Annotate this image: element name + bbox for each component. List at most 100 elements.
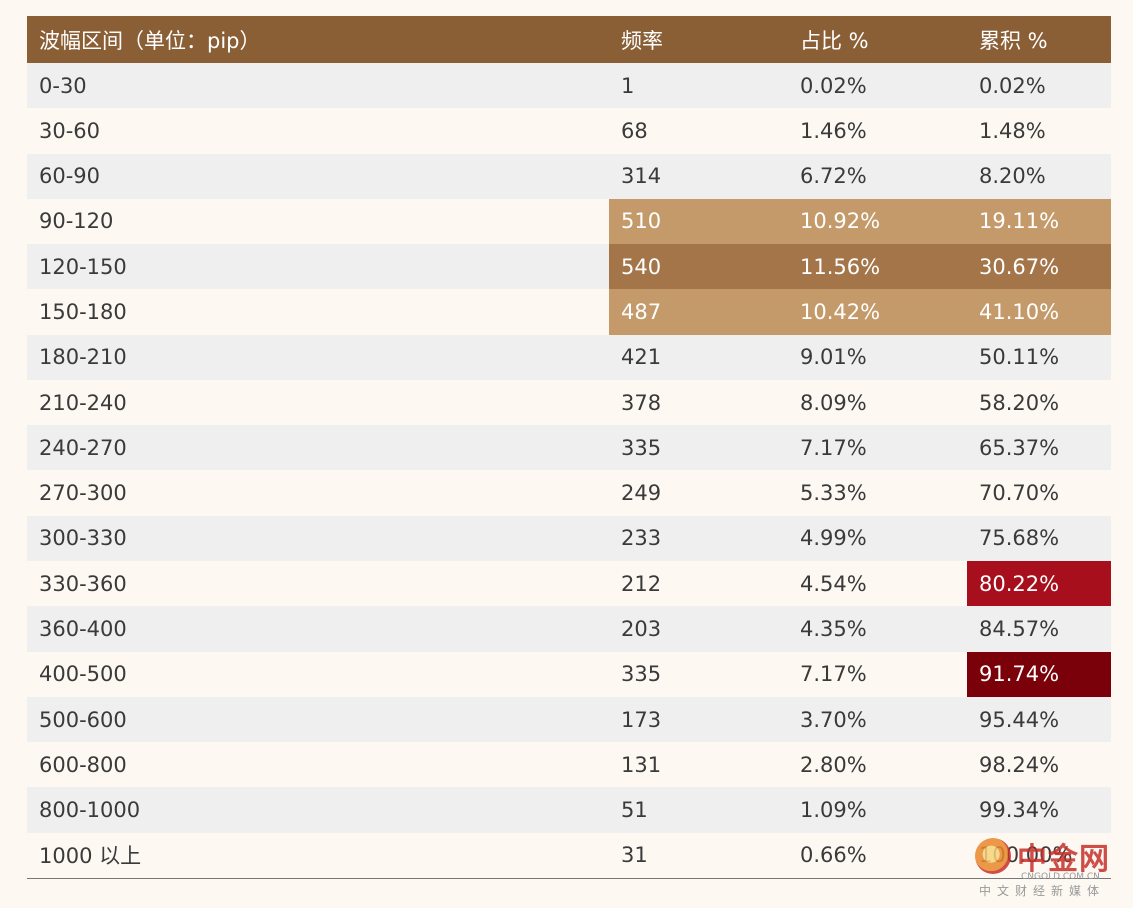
table-row: 600-800 131 2.80% 98.24% <box>27 742 1111 787</box>
table-cell: 1 <box>621 73 635 98</box>
table-cell: 1.46% <box>800 118 867 143</box>
table-cell: 4.35% <box>800 616 867 641</box>
table-cell: 300-330 <box>39 526 127 551</box>
table-row: 90-120 510 10.92% 19.11% <box>27 198 1111 245</box>
table-row: 180-210 421 9.01% 50.11% <box>27 334 1111 380</box>
table-cell: 314 <box>621 164 662 189</box>
table-cell: 99.34% <box>979 798 1060 823</box>
table-cell: 1.48% <box>979 118 1046 143</box>
table-cell: 31 <box>621 843 648 868</box>
table-row: 270-300 249 5.33% 70.70% <box>27 471 1111 516</box>
table-row: 30-60 68 1.46% 1.48% <box>27 108 1111 153</box>
table-cell: 10.42% <box>788 289 967 335</box>
header-cell: 占比 % <box>800 28 869 53</box>
table-cell: 330-360 <box>39 571 127 596</box>
table-row: 0-30 1 0.02% 0.02% <box>27 63 1111 109</box>
table-cell: 0.02% <box>800 73 867 98</box>
table-row: 1000 以上 31 0.66% 100.00% <box>27 833 1111 878</box>
header-cell: 波幅区间（单位：pip） <box>39 28 261 53</box>
table-cell: 41.10% <box>967 289 1111 335</box>
table-cell: 8.09% <box>800 390 867 415</box>
table-cell: 51 <box>621 798 648 823</box>
table-cell: 5.33% <box>800 481 867 506</box>
table-cell: 600-800 <box>39 752 127 777</box>
table-row: 240-270 335 7.17% 65.37% <box>27 425 1111 471</box>
table-cell: 3.70% <box>800 707 867 732</box>
table-cell: 68 <box>621 118 648 143</box>
table-cell: 70.70% <box>979 481 1060 506</box>
table-cell: 400-500 <box>39 662 127 687</box>
table-row: 210-240 378 8.09% 58.20% <box>27 380 1111 425</box>
table-cell: 800-1000 <box>39 798 141 823</box>
table-cell: 120-150 <box>39 254 127 279</box>
table-cell: 65.37% <box>979 435 1060 460</box>
logo-badge <box>975 838 1011 874</box>
table-cell: 203 <box>621 616 662 641</box>
table-cell: 50.11% <box>979 345 1060 370</box>
table-cell: 11.56% <box>788 244 967 290</box>
table-row: 330-360 212 4.54% 80.22% <box>27 561 1111 607</box>
table-row: 300-330 233 4.99% 75.68% <box>27 515 1111 562</box>
table-cell: 378 <box>621 390 662 415</box>
table-cell: 0.66% <box>800 843 867 868</box>
table-cell: 84.57% <box>979 616 1060 641</box>
header-cell: 频率 <box>621 28 663 53</box>
table-cell: 270-300 <box>39 481 127 506</box>
header-cell: 累积 % <box>979 28 1048 53</box>
table-cell: 510 <box>609 198 788 245</box>
table-cell: 540 <box>609 244 788 290</box>
table-row: 800-1000 51 1.09% 99.34% <box>27 787 1111 833</box>
table-cell: 487 <box>609 289 788 335</box>
table-cell: 240-270 <box>39 435 127 460</box>
table-cell: 91.74% <box>967 651 1111 697</box>
table-cell: 19.11% <box>967 198 1111 245</box>
table-cell: 80.22% <box>967 561 1111 607</box>
table-cell: 90-120 <box>39 209 114 234</box>
table-cell: 6.72% <box>800 164 867 189</box>
table-cell: 212 <box>621 571 662 596</box>
table-cell: 8.20% <box>979 164 1046 189</box>
table-row: 360-400 203 4.35% 84.57% <box>27 606 1111 652</box>
watermark-logo: 中金网 CNGOLD.COM.CN 中文财经新媒体 <box>975 832 1125 902</box>
table-cell: 210-240 <box>39 390 127 415</box>
table-cell: 335 <box>621 662 662 687</box>
table-cell: 9.01% <box>800 345 867 370</box>
logo-slogan: 中文财经新媒体 <box>979 884 1106 898</box>
table-cell: 1000 以上 <box>39 844 142 869</box>
table-cell: 233 <box>621 526 662 551</box>
logo-name: 中金网 <box>1017 842 1110 877</box>
table-cell: 58.20% <box>979 390 1060 415</box>
table-cell: 421 <box>621 345 662 370</box>
table-row: 150-180 487 10.42% 41.10% <box>27 289 1111 335</box>
table-cell: 249 <box>621 481 662 506</box>
table-cell: 95.44% <box>979 707 1060 732</box>
table-cell: 173 <box>621 707 662 732</box>
table-cell: 7.17% <box>800 435 867 460</box>
table-cell: 4.54% <box>800 571 867 596</box>
table-cell: 150-180 <box>39 300 127 324</box>
table-row: 120-150 540 11.56% 30.67% <box>27 244 1111 290</box>
table-cell: 500-600 <box>39 707 127 732</box>
table-cell: 2.80% <box>800 752 867 777</box>
header-row: 波幅区间（单位：pip） 频率 占比 % 累积 % <box>27 16 1111 65</box>
table-cell: 60-90 <box>39 164 101 189</box>
table-cell: 131 <box>621 752 662 777</box>
table-cell: 335 <box>621 435 662 460</box>
table-cell: 98.24% <box>979 752 1060 777</box>
table-cell: 10.92% <box>788 198 967 245</box>
table-cell: 360-400 <box>39 616 127 641</box>
table-cell: 1.09% <box>800 798 867 823</box>
table-cell: 0.02% <box>979 73 1046 98</box>
table-row: 60-90 314 6.72% 8.20% <box>27 153 1111 199</box>
table-cell: 180-210 <box>39 345 127 370</box>
table-cell: 30.67% <box>967 244 1111 290</box>
table-row: 500-600 173 3.70% 95.44% <box>27 696 1111 743</box>
table-cell: 4.99% <box>800 526 867 551</box>
table-cell: 75.68% <box>979 526 1060 551</box>
table-cell: 7.17% <box>800 662 867 687</box>
table-cell: 30-60 <box>39 118 101 143</box>
logo-url: CNGOLD.COM.CN <box>1021 872 1100 882</box>
table-row: 400-500 335 7.17% 91.74% <box>27 651 1111 697</box>
table-cell: 0-30 <box>39 73 87 98</box>
